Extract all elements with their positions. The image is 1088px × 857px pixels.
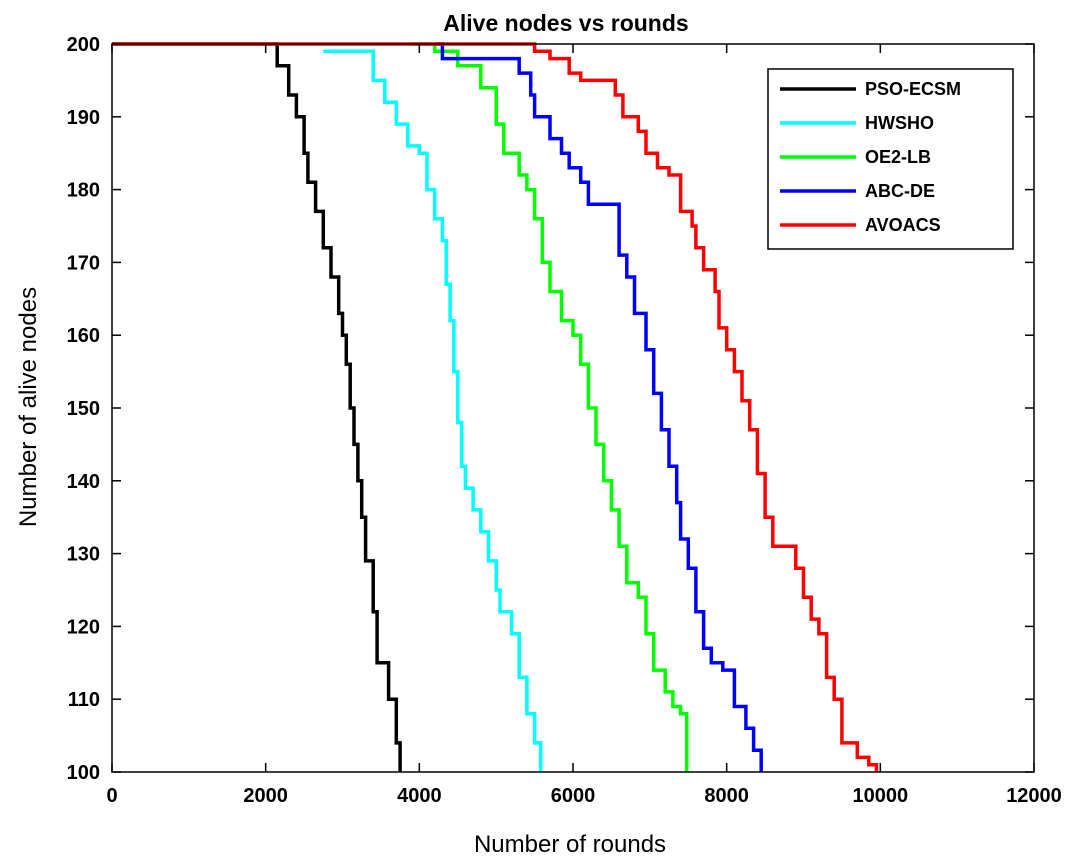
series-line-abc-de xyxy=(434,42,763,772)
y-tick-label: 190 xyxy=(67,107,100,129)
legend-label: ABC-DE xyxy=(865,181,935,201)
series-line-avoacs xyxy=(112,42,879,772)
x-tick-label: 0 xyxy=(106,785,117,807)
legend-box xyxy=(767,68,1014,250)
y-tick-label: 110 xyxy=(68,689,100,711)
y-tick-label: 160 xyxy=(67,325,100,347)
x-tick-label: 12000 xyxy=(1006,785,1062,807)
chart-title: Alive nodes vs rounds xyxy=(443,10,688,36)
legend: PSO-ECSM HWSHO OE2-LB ABC-DE AVOACS xyxy=(767,68,1014,250)
x-axis-ticks: 0 2000 4000 6000 8000 10000 12000 xyxy=(106,44,1062,807)
y-tick-label: 120 xyxy=(67,616,100,638)
y-tick-label: 200 xyxy=(67,34,100,56)
y-tick-label: 180 xyxy=(67,180,100,202)
x-tick-label: 4000 xyxy=(397,785,442,807)
x-tick-label: 10000 xyxy=(853,785,909,807)
y-axis-ticks: 100 110 120 130 140 150 160 170 180 190 200 xyxy=(67,34,1034,784)
legend-label: HWSHO xyxy=(865,113,934,133)
legend-label: AVOACS xyxy=(865,215,941,235)
series-line-pso-ecsm xyxy=(112,42,402,772)
y-tick-label: 130 xyxy=(67,544,100,566)
legend-label: PSO-ECSM xyxy=(865,79,961,99)
legend-label: OE2-LB xyxy=(865,147,931,167)
y-tick-label: 140 xyxy=(67,471,100,493)
x-tick-label: 6000 xyxy=(551,785,596,807)
y-tick-label: 170 xyxy=(67,252,100,274)
series-line-oe2-lb xyxy=(411,42,689,772)
x-tick-label: 2000 xyxy=(243,785,288,807)
y-tick-label: 150 xyxy=(67,398,100,420)
series-line-hwsho xyxy=(323,49,543,772)
x-tick-label: 8000 xyxy=(704,785,749,807)
y-axis-label: Number of alive nodes xyxy=(15,287,42,527)
y-tick-label: 100 xyxy=(67,762,100,784)
x-axis-label: Number of rounds xyxy=(474,831,666,857)
